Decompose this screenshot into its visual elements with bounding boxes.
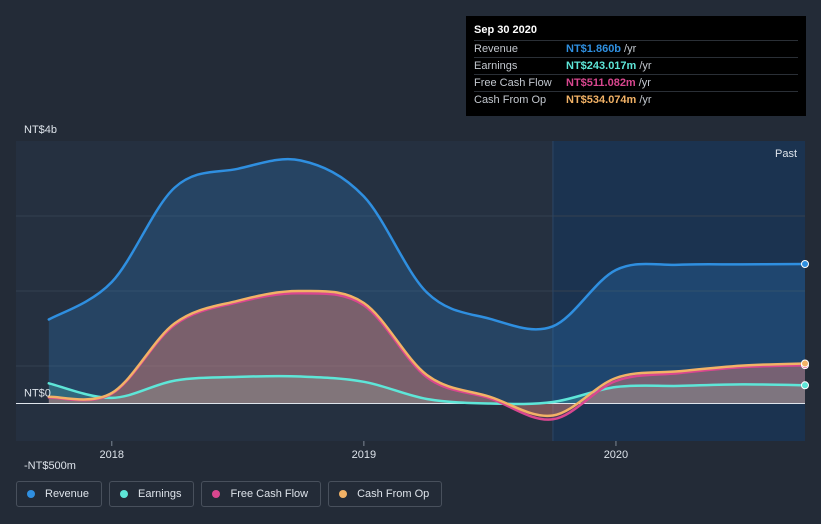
gridlines xyxy=(16,141,805,441)
tooltip-row-cash-from-op: Cash From Op NT$534.074m /yr xyxy=(474,91,798,108)
line-revenue xyxy=(47,157,807,331)
tooltip-unit: /yr xyxy=(639,60,652,72)
area-earnings xyxy=(48,376,806,405)
x-tick-label: 2019 xyxy=(352,449,376,461)
endpoint-cash-from-op xyxy=(801,359,809,368)
legend-dot-icon xyxy=(339,490,348,498)
x-axis-ticks: 2018 2019 2020 xyxy=(100,441,628,461)
series-lines xyxy=(47,157,807,421)
tooltip-label: Cash From Op xyxy=(474,94,547,106)
tooltip-row-revenue: Revenue NT$1.860b /yr xyxy=(474,40,798,57)
tooltip-unit: /yr xyxy=(639,94,652,106)
endpoint-earnings xyxy=(801,381,809,390)
y-axis-top-label: NT$4b xyxy=(24,124,57,136)
tooltip-unit: /yr xyxy=(638,77,651,89)
legend-dot-icon xyxy=(120,490,129,498)
tooltip-value: NT$511.082m xyxy=(566,77,636,89)
legend: Revenue Earnings Free Cash Flow Cash Fro… xyxy=(16,481,443,507)
y-axis-bottom-label: -NT$500m xyxy=(24,460,76,472)
tooltip-label: Revenue xyxy=(474,43,519,55)
x-tick-label: 2020 xyxy=(604,449,628,461)
past-label: Past xyxy=(775,148,797,160)
legend-label: Cash From Op xyxy=(357,488,430,500)
tooltip-value: NT$243.017m xyxy=(566,60,637,72)
legend-dot-icon xyxy=(27,490,35,498)
legend-item-revenue[interactable]: Revenue xyxy=(16,481,103,507)
line-earnings xyxy=(47,374,807,406)
legend-label: Free Cash Flow xyxy=(230,488,309,500)
tooltip-row-free-cash-flow: Free Cash Flow NT$511.082m /yr xyxy=(474,74,798,91)
tooltip-row-earnings: Earnings NT$243.017m /yr xyxy=(474,57,798,74)
tooltip-label: Free Cash Flow xyxy=(474,77,552,89)
tooltip-value: NT$534.074m xyxy=(566,94,637,106)
legend-label: Earnings xyxy=(138,488,182,500)
series-endpoints xyxy=(801,260,809,390)
tooltip-value: NT$1.860b xyxy=(566,43,622,55)
legend-label: Revenue xyxy=(45,488,90,500)
tooltip-date: Sep 30 2020 xyxy=(474,24,537,36)
y-axis-zero-label: NT$0 xyxy=(24,388,51,400)
tooltip-label: Earnings xyxy=(474,60,518,72)
legend-item-earnings[interactable]: Earnings xyxy=(109,481,195,507)
area-revenue xyxy=(48,159,806,404)
tooltip: Sep 30 2020 Revenue NT$1.860b /yr Earnin… xyxy=(466,16,806,116)
legend-item-free-cash-flow[interactable]: Free Cash Flow xyxy=(201,481,322,507)
legend-dot-icon xyxy=(212,490,221,498)
x-tick-label: 2018 xyxy=(100,449,124,461)
line-cash-from-op xyxy=(47,289,807,418)
legend-item-cash-from-op[interactable]: Cash From Op xyxy=(328,481,443,507)
area-cash-from-op xyxy=(48,290,806,416)
endpoint-revenue xyxy=(801,260,809,268)
tooltip-unit: /yr xyxy=(624,43,637,55)
